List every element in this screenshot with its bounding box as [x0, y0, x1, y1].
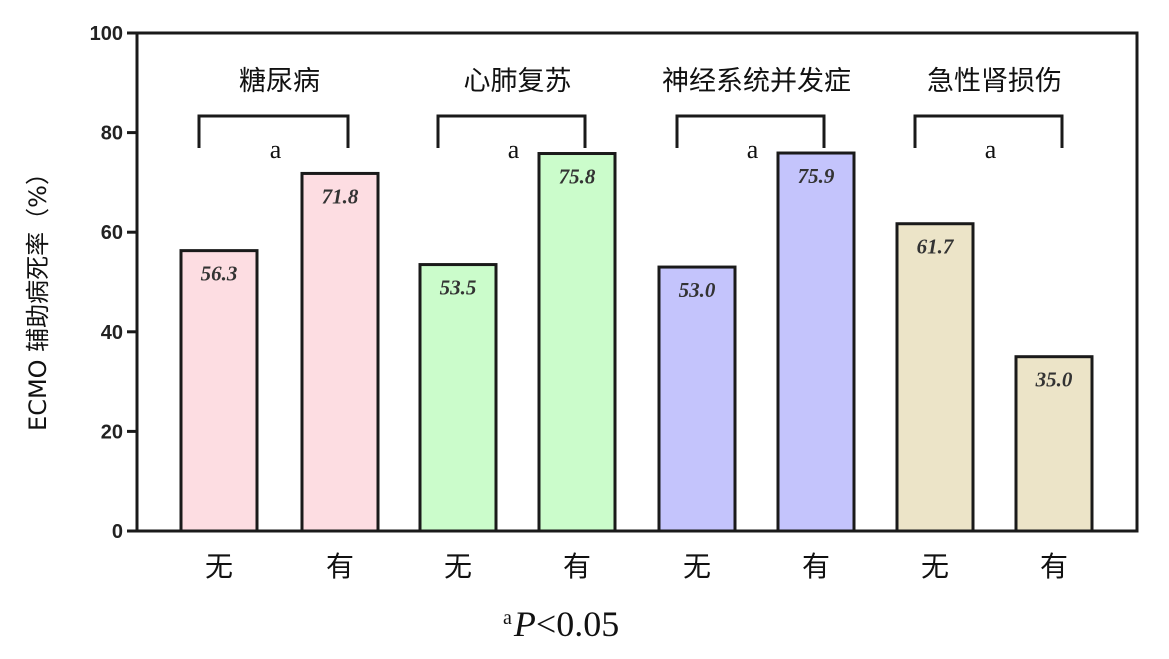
significance-marker: a — [985, 135, 997, 164]
bar — [895, 222, 975, 533]
data-label: 53.0 — [679, 278, 716, 302]
y-tick-label: 60 — [101, 222, 123, 244]
y-tick-label: 80 — [101, 123, 123, 145]
footnote-superscript: a — [503, 607, 512, 629]
bar — [657, 265, 737, 533]
data-label: 71.8 — [322, 184, 359, 208]
bar — [1014, 355, 1094, 533]
data-label: 35.0 — [1035, 368, 1073, 392]
data-label: 61.7 — [917, 235, 955, 259]
x-tick-label: 有 — [1040, 550, 1068, 583]
x-tick-label: 无 — [444, 550, 472, 583]
bar — [537, 152, 617, 533]
y-axis-label: ECMO 辅助病死率（%） — [24, 161, 52, 431]
x-tick-label: 有 — [802, 550, 830, 583]
bar — [776, 151, 856, 533]
significance-marker: a — [270, 135, 282, 164]
y-tick-label: 0 — [112, 521, 123, 543]
data-label: 53.5 — [440, 276, 477, 300]
x-tick-label: 有 — [326, 550, 354, 583]
bar-chart: 0 20 40 60 80 100 ECMO 辅助病死率（%） 56.3 无 71.8 有 糖尿病 a 5… — [24, 23, 1139, 583]
data-label: 56.3 — [201, 262, 238, 286]
y-tick-label: 100 — [90, 23, 123, 45]
footnote-p-symbol: P — [513, 604, 536, 644]
group-label: 急性肾损伤 — [927, 66, 1062, 97]
significance-bracket — [913, 114, 1064, 148]
y-tick-label: 40 — [101, 322, 123, 344]
x-tick-label: 无 — [205, 550, 233, 583]
data-label: 75.8 — [559, 165, 596, 189]
significance-bracket — [197, 114, 350, 148]
footnote-threshold: <0.05 — [535, 604, 620, 644]
plot-frame — [135, 31, 1139, 533]
footnote: aP<0.05 — [503, 606, 619, 642]
x-tick-label: 无 — [921, 550, 949, 583]
data-label: 75.9 — [798, 164, 835, 188]
significance-bracket — [675, 114, 826, 148]
y-tick-label: 20 — [101, 421, 123, 443]
group-label: 心肺复苏 — [464, 66, 572, 97]
x-tick-label: 无 — [683, 550, 711, 583]
x-tick-label: 有 — [563, 550, 591, 583]
significance-marker: a — [508, 135, 520, 164]
significance-marker: a — [747, 135, 759, 164]
bar — [300, 171, 380, 533]
group-label: 糖尿病 — [239, 66, 320, 97]
group-label: 神经系统并发症 — [662, 66, 851, 97]
bar — [179, 249, 259, 533]
bar — [418, 263, 498, 533]
significance-bracket — [436, 114, 587, 148]
